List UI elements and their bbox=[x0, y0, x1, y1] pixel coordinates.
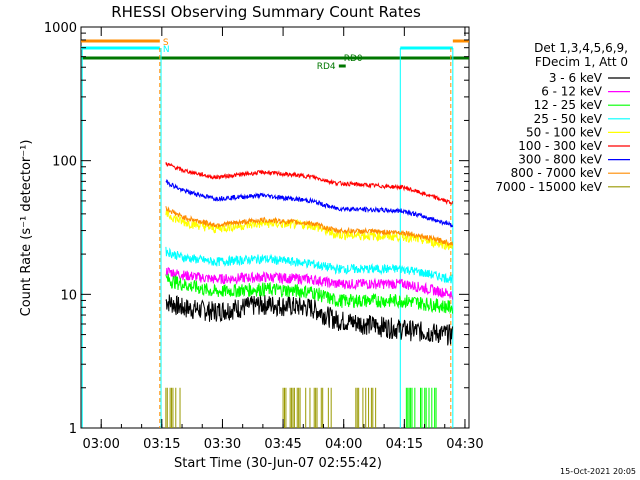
series-line bbox=[165, 209, 453, 251]
series-line bbox=[165, 246, 453, 284]
series-line bbox=[165, 161, 453, 205]
plot-frame bbox=[80, 26, 470, 429]
legend-label: 800 - 7000 keV bbox=[511, 166, 603, 180]
flag-label-rd4: RD4 bbox=[317, 62, 336, 72]
legend-label: 3 - 6 keV bbox=[549, 71, 603, 85]
y-axis: 1 10 100 1000 Count Rate (s⁻¹ detector⁻¹) bbox=[19, 21, 469, 437]
series-line bbox=[165, 266, 453, 300]
footer-date: 15-Oct-2021 20:05 bbox=[560, 467, 636, 476]
x-tick-label: 04:30 bbox=[446, 437, 483, 452]
legend-label: 300 - 800 keV bbox=[518, 153, 602, 167]
x-tick-label: 03:00 bbox=[82, 437, 119, 452]
x-tick-label: 03:15 bbox=[143, 437, 180, 452]
legend-label: 6 - 12 keV bbox=[541, 85, 603, 99]
legend-header-line-1: Det 1,3,4,5,6,9, bbox=[534, 41, 628, 55]
series-line bbox=[165, 206, 453, 247]
y-tick-label: 1000 bbox=[44, 21, 77, 36]
series-group bbox=[165, 161, 453, 428]
y-axis-ticks: 1 10 100 1000 bbox=[44, 21, 469, 437]
series-line bbox=[165, 273, 453, 315]
flag-bars: SN RD0 RD4 bbox=[81, 38, 469, 428]
y-tick-label: 1 bbox=[69, 422, 77, 437]
legend-header-line-2: FDecim 1, Att 0 bbox=[535, 55, 628, 69]
x-tick-label: 03:45 bbox=[264, 437, 301, 452]
x-tick-label: 03:30 bbox=[204, 437, 241, 452]
x-axis-ticks: 03:00 03:15 03:30 03:45 04:00 04:15 04:30 bbox=[82, 27, 484, 452]
x-axis: 03:00 03:15 03:30 03:45 04:00 04:15 04:30 Star… bbox=[82, 27, 484, 471]
series-line bbox=[165, 294, 453, 346]
x-axis-label: Start Time (30-Jun-07 02:55:42) bbox=[174, 456, 382, 471]
x-tick-label: 04:00 bbox=[325, 437, 362, 452]
y-axis-label: Count Rate (s⁻¹ detector⁻¹) bbox=[19, 140, 34, 317]
flag-label-n: N bbox=[163, 45, 170, 55]
legend-label: 50 - 100 keV bbox=[526, 125, 603, 139]
x-tick-label: 04:15 bbox=[386, 437, 423, 452]
legend-label: 25 - 50 keV bbox=[534, 112, 603, 126]
legend-label: 12 - 25 keV bbox=[534, 98, 603, 112]
y-tick-label: 10 bbox=[60, 288, 77, 303]
legend-label: 7000 - 15000 keV bbox=[495, 180, 602, 194]
legend-label: 100 - 300 keV bbox=[518, 139, 602, 153]
series-line bbox=[165, 179, 453, 228]
y-tick-label: 100 bbox=[52, 155, 77, 170]
flag-label-s: S bbox=[163, 38, 169, 48]
chart-title: RHESSI Observing Summary Count Rates bbox=[111, 3, 421, 21]
legend: Det 1,3,4,5,6,9, FDecim 1, Att 0 3 - 6 k… bbox=[495, 41, 630, 194]
flag-label-rd0: RD0 bbox=[344, 54, 363, 64]
